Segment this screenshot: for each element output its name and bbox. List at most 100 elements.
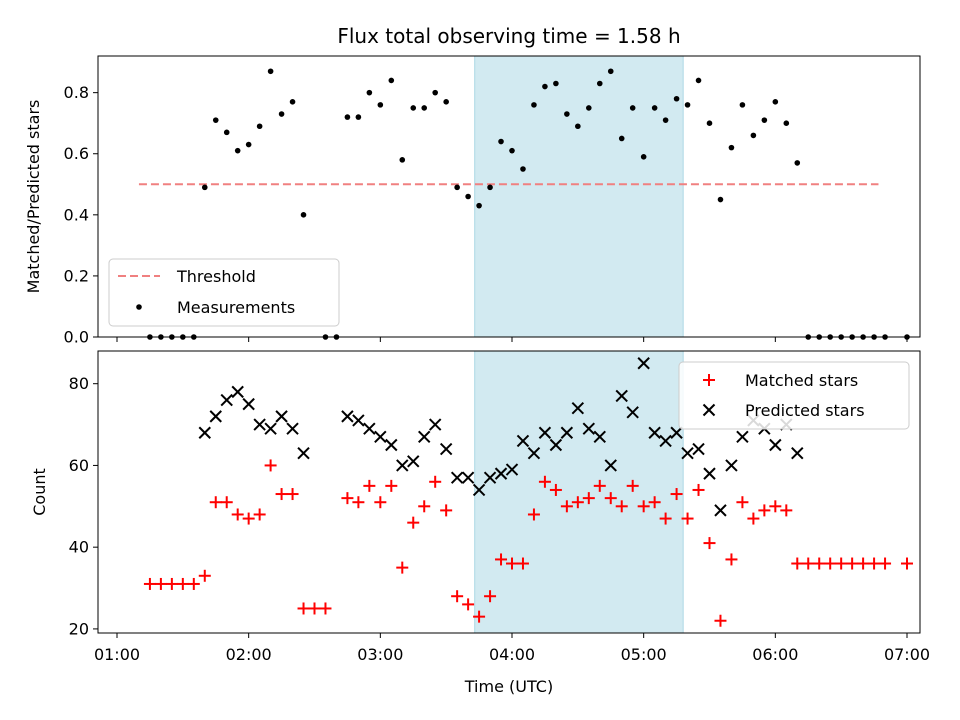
matched-star-point [802, 557, 815, 570]
measurement-point [355, 114, 362, 120]
x-tick-label: 05:00 [621, 645, 667, 664]
measurement-point [553, 80, 559, 87]
predicted-star-point [637, 357, 650, 370]
matched-star-point [429, 475, 442, 488]
predicted-star-point [483, 471, 497, 484]
x-tick-label: 01:00 [94, 645, 140, 664]
matched-star-point [780, 504, 793, 517]
x-tick-label: 04:00 [489, 645, 535, 664]
matched-star-point [418, 500, 431, 513]
matched-star-point [462, 598, 475, 611]
measurement-point [377, 102, 384, 108]
measurement-point [267, 68, 274, 75]
measurement-point [783, 120, 790, 126]
predicted-star-point [396, 459, 409, 472]
matched-star-point [209, 496, 222, 509]
matched-star-point [714, 614, 727, 627]
chart-title: Flux total observing time = 1.58 h [337, 24, 680, 48]
matched-star-point [264, 459, 277, 472]
top-measurements-layer [147, 68, 910, 340]
measurement-point [739, 102, 746, 108]
matched-star-point [495, 553, 508, 566]
predicted-star-point [791, 446, 804, 460]
predicted-star-point [648, 426, 661, 439]
predicted-star-point [231, 385, 244, 399]
predicted-star-point [571, 402, 585, 415]
predicted-star-point [341, 410, 354, 423]
predicted-star-point [615, 389, 628, 403]
measurement-point [728, 144, 735, 151]
measurement-point [223, 129, 230, 136]
measurement-point [256, 123, 263, 130]
matched-star-point [363, 479, 376, 492]
measurement-point [794, 160, 801, 166]
predicted-star-point [428, 418, 442, 431]
predicted-star-point [516, 434, 530, 448]
legend-box [108, 258, 340, 327]
measurement-point [399, 157, 406, 163]
matched-star-point [396, 561, 409, 574]
predicted-star-point [439, 442, 453, 456]
predicted-star-point [626, 406, 639, 419]
legend-measurements-swatch [136, 304, 142, 310]
bottom-y-axis-label: Count [30, 468, 49, 516]
measurement-point [410, 105, 417, 111]
measurement-point [454, 184, 460, 191]
predicted-star-point [461, 471, 475, 484]
matched-star-point [286, 488, 299, 501]
predicted-star-point [297, 446, 310, 460]
matched-star-point [879, 557, 892, 570]
predicted-star-point [418, 430, 431, 444]
matched-star-point [143, 577, 156, 590]
matched-star-point [242, 512, 255, 525]
matched-star-point [516, 557, 529, 570]
shaded-span [474, 350, 684, 634]
x-axis-label: Time (UTC) [464, 677, 553, 696]
matched-star-point [703, 537, 716, 550]
y-tick-label: 80 [69, 374, 89, 393]
matched-star-point [165, 577, 178, 590]
top-y-axis-label: Matched/Predicted stars [24, 100, 43, 294]
measurement-point [607, 68, 614, 75]
measurement-point [564, 111, 570, 117]
measurement-point [750, 132, 757, 139]
predicted-star-point [242, 397, 255, 411]
measurement-point [487, 184, 493, 191]
matched-star-point [341, 492, 354, 505]
shaded-span [474, 55, 684, 338]
matched-star-point [484, 590, 497, 603]
y-tick-label: 0.6 [64, 144, 89, 163]
measurement-point [772, 99, 779, 105]
legend-matched-swatch [703, 374, 715, 386]
predicted-star-point [549, 438, 563, 452]
legend-measurements-label: Measurements [177, 298, 295, 317]
matched-star-point [253, 508, 266, 521]
measurement-point [640, 153, 647, 160]
matched-star-point [593, 479, 606, 492]
measurement-point [212, 117, 219, 123]
y-tick-label: 0.4 [64, 205, 89, 224]
predicted-star-point [769, 438, 782, 452]
matched-star-point [560, 500, 573, 513]
measurement-point [706, 120, 713, 126]
predicted-star-point [527, 446, 541, 460]
predicted-star-point [736, 430, 749, 444]
predicted-star-point [494, 467, 508, 480]
legend-matched-label: Matched stars [745, 371, 858, 390]
predicted-star-point [374, 430, 387, 444]
measurement-point [432, 89, 438, 96]
predicted-star-point [286, 422, 299, 435]
measurement-point [476, 202, 482, 209]
predicted-star-point [670, 426, 683, 439]
matched-star-point [374, 496, 387, 509]
top-x-ticks [116, 337, 908, 342]
matched-star-point [297, 602, 310, 615]
measurement-point [662, 117, 669, 123]
matched-star-point [549, 483, 562, 496]
measurement-point [498, 138, 504, 145]
matched-star-point [308, 602, 321, 615]
top-y-ticks: 0.0 0.2 0.4 0.6 0.8 [64, 83, 98, 347]
bottom-x-ticks: 01:00 02:00 03:00 04:00 05:00 06:00 07:00 [94, 633, 930, 664]
measurement-point [542, 83, 548, 90]
predicted-star-point [198, 426, 211, 439]
